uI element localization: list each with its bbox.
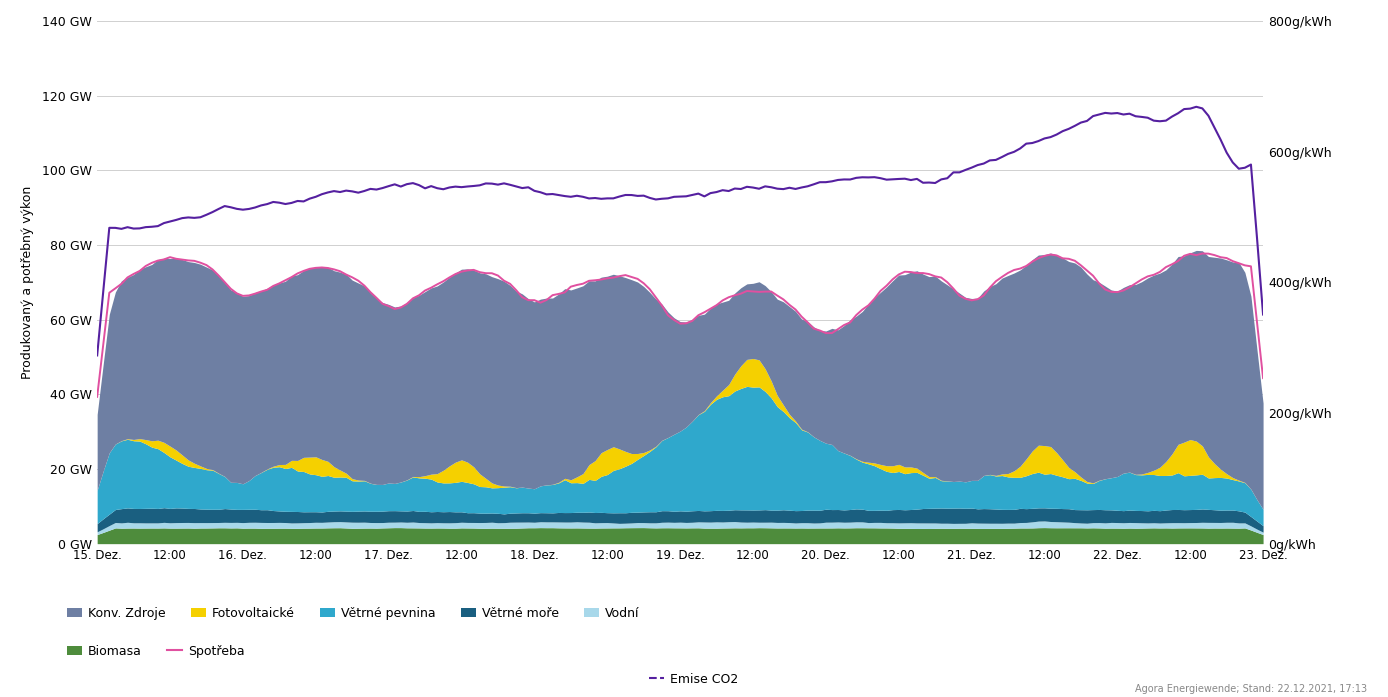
Legend: Emise CO2: Emise CO2 [644, 668, 744, 691]
Y-axis label: Produkovaný a potřebný výkon: Produkovaný a potřebný výkon [21, 185, 33, 379]
Legend: Konv. Zdroje, Fotovoltaické, Větrné pevnina, Větrné moře, Vodní: Konv. Zdroje, Fotovoltaické, Větrné pevn… [62, 602, 644, 625]
Text: Agora Energiewende; Stand: 22.12.2021, 17:13: Agora Energiewende; Stand: 22.12.2021, 1… [1135, 684, 1367, 694]
Legend: Biomasa, Spotřeba: Biomasa, Spotřeba [62, 640, 250, 663]
